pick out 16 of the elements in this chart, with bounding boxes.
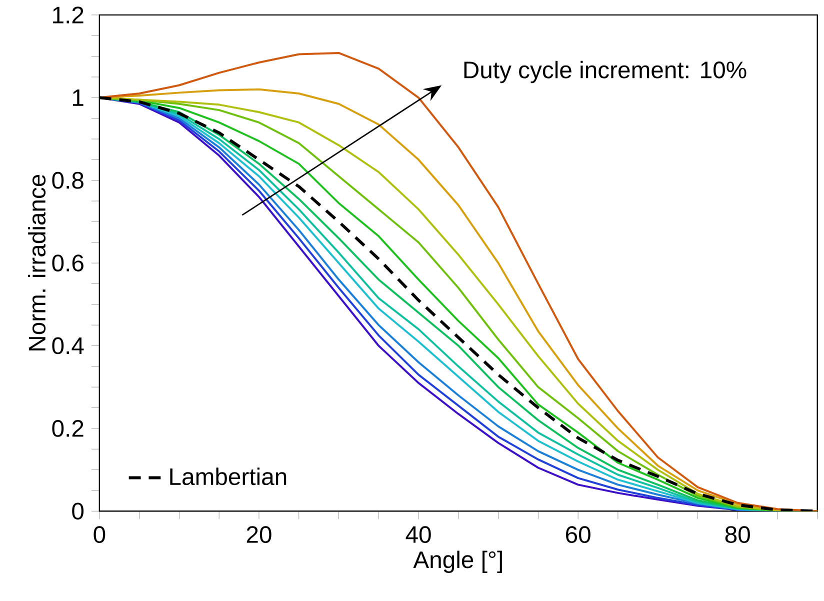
x-tick-label: 80 [725,526,750,544]
x-tick-label: 0 [94,526,106,544]
y-tick-label: 1 [72,90,84,106]
y-tick-label: 0.6 [52,254,84,272]
x-tick-label: 40 [406,526,431,544]
y-tick-label: 0.4 [52,337,84,354]
y-tick-label: 1.2 [53,6,84,24]
y-tick-label: 0.8 [52,172,84,189]
x-axis-title: Angle [°] [413,550,502,574]
y-axis-title: Norm. irradiance [28,175,46,351]
x-tick-label: 60 [566,526,590,544]
annotation: Duty cycle increment: 10% [464,61,746,84]
legend-label: Lambertian [170,468,286,486]
y-tick-label: 0 [72,502,84,520]
y-tick-label: 0.2 [52,420,84,438]
x-tick-label: 20 [246,526,272,544]
